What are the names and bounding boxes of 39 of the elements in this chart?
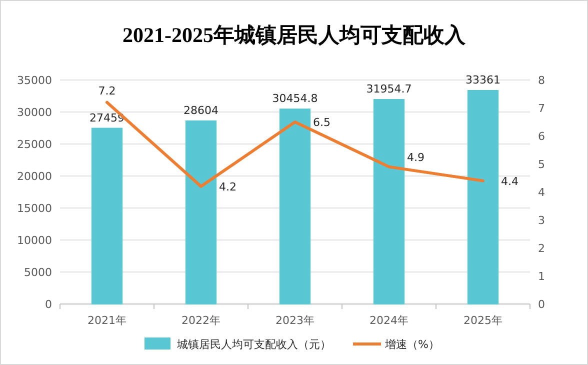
data-label: 28604 xyxy=(184,104,218,117)
y-tick-label: 35000 xyxy=(17,74,52,87)
y2-tick-label: 7 xyxy=(538,102,545,115)
y2-tick-label: 2 xyxy=(538,242,545,255)
data-label: 33361 xyxy=(466,73,500,86)
y-tick-label: 15000 xyxy=(17,202,52,215)
bar xyxy=(91,128,123,304)
y-tick-label: 10000 xyxy=(17,234,52,247)
bar xyxy=(467,90,499,304)
bar xyxy=(279,108,311,304)
data-label: 7.2 xyxy=(98,84,116,98)
y2-tick-label: 1 xyxy=(538,270,545,283)
y-tick-label: 25000 xyxy=(17,138,52,151)
data-label: 4.4 xyxy=(501,174,518,188)
y-tick-label: 30000 xyxy=(17,106,52,119)
y2-tick-label: 4 xyxy=(538,186,545,199)
y-tick-label: 20000 xyxy=(17,170,52,183)
x-tick-label: 2023年 xyxy=(276,314,314,327)
legend-label: 增速（%） xyxy=(384,338,440,351)
y2-tick-label: 6 xyxy=(538,130,545,143)
y-tick-label: 5000 xyxy=(24,266,52,279)
y2-tick-label: 0 xyxy=(538,298,545,311)
x-tick-label: 2024年 xyxy=(370,314,408,327)
chart-title: 2021-2025年城镇居民人均可支配收入 xyxy=(122,23,466,47)
data-label: 30454.8 xyxy=(272,92,318,106)
data-label: 4.9 xyxy=(407,150,424,164)
legend-label: 城镇居民人均可支配收入（元） xyxy=(176,338,331,351)
y2-tick-label: 5 xyxy=(538,158,545,171)
y2-tick-label: 8 xyxy=(538,74,545,87)
bar xyxy=(373,98,405,304)
data-label: 4.2 xyxy=(219,180,236,194)
data-label: 6.5 xyxy=(313,116,330,129)
y-tick-label: 0 xyxy=(45,298,52,311)
y2-tick-label: 3 xyxy=(538,214,545,227)
x-tick-label: 2022年 xyxy=(182,314,220,327)
data-label: 31954.7 xyxy=(366,82,412,96)
x-tick-label: 2021年 xyxy=(88,314,126,327)
bar xyxy=(185,120,217,304)
x-tick-label: 2025年 xyxy=(464,314,502,327)
